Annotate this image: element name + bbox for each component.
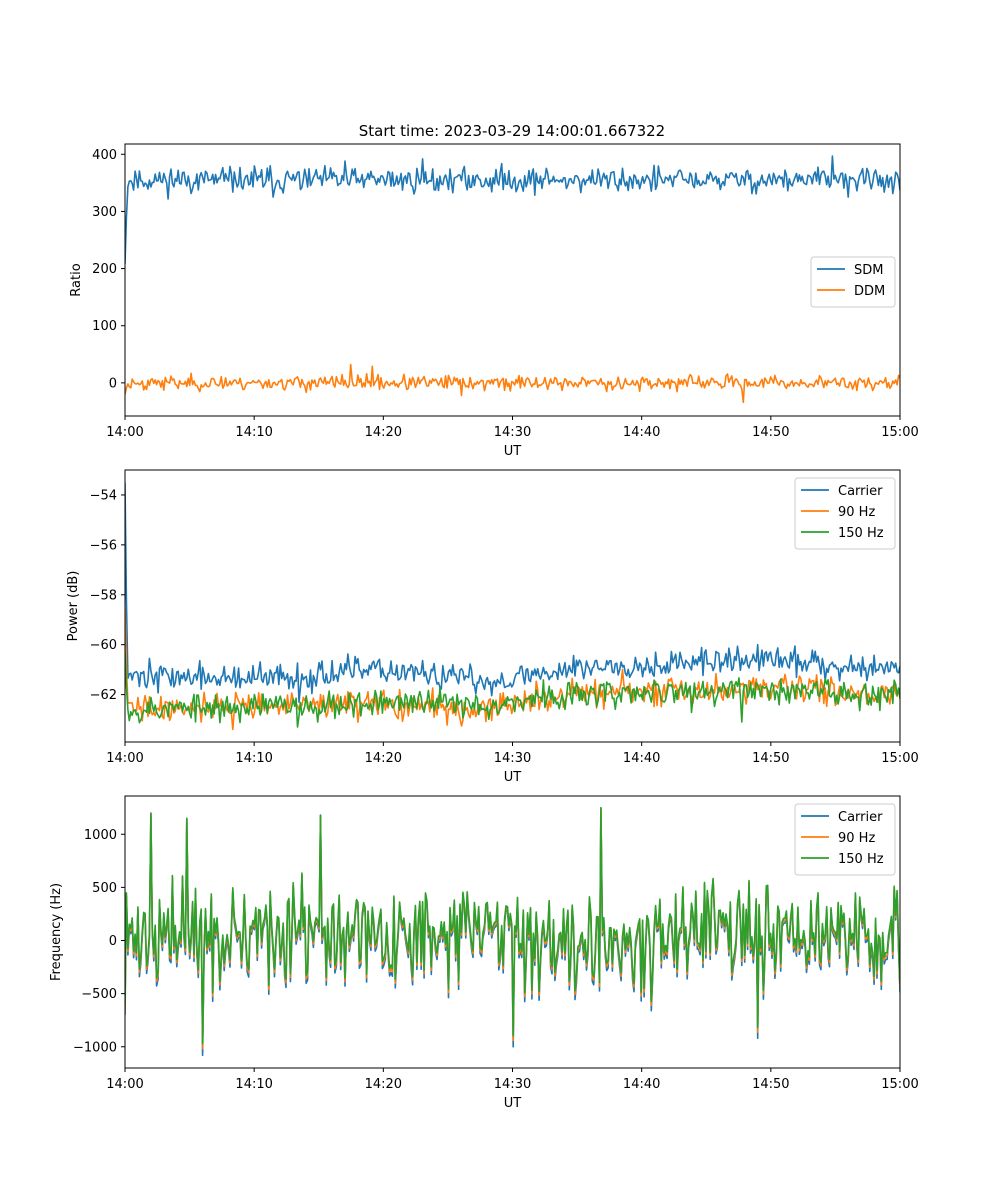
x-axis-label: UT: [504, 1096, 522, 1111]
x-tick-label: 14:20: [365, 425, 402, 440]
x-tick-label: 14:30: [494, 1077, 531, 1092]
series-line-150-hz: [125, 807, 900, 1045]
legend-label: 90 Hz: [838, 831, 875, 846]
y-tick-label: −60: [90, 638, 117, 653]
series-line-150-hz: [125, 652, 900, 728]
y-tick-label: −62: [90, 688, 117, 703]
y-tick-label: −54: [90, 488, 117, 503]
x-tick-label: 14:40: [623, 1077, 660, 1092]
x-tick-label: 14:40: [623, 425, 660, 440]
series-line-carrier: [125, 482, 900, 703]
y-tick-label: 500: [92, 881, 117, 896]
y-tick-label: −58: [90, 588, 117, 603]
x-tick-label: 14:40: [623, 751, 660, 766]
x-tick-label: 14:00: [106, 1077, 143, 1092]
y-tick-label: 1000: [84, 828, 117, 843]
series-line-sdm: [125, 155, 900, 265]
y-tick-label: 400: [92, 148, 117, 163]
x-tick-label: 14:50: [752, 1077, 789, 1092]
legend-label: SDM: [854, 263, 883, 278]
chart-panel-1: 14:00 14:10 14:20 14:30 14:40 14:50 15:00 UT 0 10…: [69, 143, 919, 459]
y-tick-label: 0: [109, 934, 117, 949]
series-line-ddm: [125, 363, 900, 404]
x-tick-label: 14:00: [106, 751, 143, 766]
x-tick-label: 14:50: [752, 425, 789, 440]
x-tick-label: 14:10: [235, 1077, 272, 1092]
legend-label: 150 Hz: [838, 852, 884, 867]
chart-title: Start time: 2023-03-29 14:00:01.667322: [359, 122, 665, 140]
y-axis-label: Frequency (Hz): [49, 883, 64, 981]
y-tick-label: −500: [81, 987, 117, 1002]
y-tick-label: 300: [92, 205, 117, 220]
y-tick-label: −1000: [73, 1040, 117, 1055]
x-tick-label: 15:00: [881, 751, 918, 766]
y-tick-label: 100: [92, 319, 117, 334]
x-tick-label: 14:20: [365, 751, 402, 766]
legend-label: DDM: [854, 284, 885, 299]
legend-label: Carrier: [838, 810, 883, 825]
x-axis-label: UT: [504, 770, 522, 785]
y-axis-label: Ratio: [69, 263, 84, 296]
x-tick-label: 14:50: [752, 751, 789, 766]
x-tick-label: 14:00: [106, 425, 143, 440]
y-tick-label: −56: [90, 538, 117, 553]
chart-panel-2: 14:00 14:10 14:20 14:30 14:40 14:50 15:00 UT −62…: [66, 469, 919, 785]
x-tick-label: 15:00: [881, 425, 918, 440]
x-tick-label: 14:10: [235, 425, 272, 440]
x-tick-label: 14:30: [494, 425, 531, 440]
y-tick-label: 0: [109, 376, 117, 391]
series-line-90-hz: [125, 607, 900, 731]
x-tick-label: 14:30: [494, 751, 531, 766]
legend-label: Carrier: [838, 484, 883, 499]
x-tick-label: 14:10: [235, 751, 272, 766]
x-tick-label: 15:00: [881, 1077, 918, 1092]
legend-label: 90 Hz: [838, 505, 875, 520]
chart-panel-3: 14:00 14:10 14:20 14:30 14:40 14:50 15:00 UT −10…: [49, 795, 919, 1111]
legend-label: 150 Hz: [838, 526, 884, 541]
x-axis-label: UT: [504, 444, 522, 459]
x-tick-label: 14:20: [365, 1077, 402, 1092]
y-tick-label: 200: [92, 262, 117, 277]
y-axis-label: Power (dB): [66, 571, 81, 642]
